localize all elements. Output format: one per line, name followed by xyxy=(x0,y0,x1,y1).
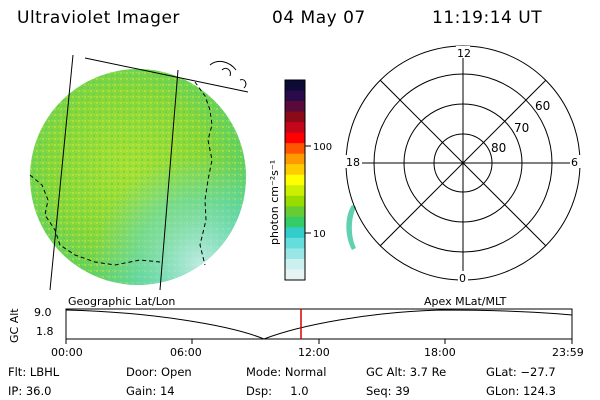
colorbar-cell xyxy=(285,185,305,197)
colorbar-cell xyxy=(285,153,305,165)
mode-info: Mode: Normal xyxy=(246,365,327,379)
colorbar-cell xyxy=(285,227,305,239)
colorbar-cell xyxy=(285,269,305,281)
colorbar: 100 10 xyxy=(284,79,332,281)
date-label: 04 May 07 xyxy=(272,8,366,28)
ip-info: IP: 36.0 xyxy=(8,384,52,398)
colorbar-cell xyxy=(285,195,305,207)
mlt-label-12: 12 xyxy=(457,47,471,60)
colorbar-cell xyxy=(285,206,305,218)
altitude-curve xyxy=(65,309,573,340)
x-tick-1200: 12:00 xyxy=(298,346,330,359)
polar-plot: 12 0 18 6 60 70 80 xyxy=(344,45,582,285)
colorbar-cell xyxy=(285,164,305,176)
glon-info: GLon: 124.3 xyxy=(486,384,556,398)
y-tick-1-8: 1.8 xyxy=(36,325,54,338)
filter-info: Flt: LBHL xyxy=(8,365,60,379)
x-tick-1800: 18:00 xyxy=(424,346,456,359)
glat-info: GLat: −27.7 xyxy=(486,365,556,379)
seq-info: Seq: 39 xyxy=(366,384,410,398)
door-info: Door: Open xyxy=(126,365,192,379)
mlt-label-18: 18 xyxy=(346,156,360,169)
colorbar-cell xyxy=(285,216,305,228)
time-label: 11:19:14 UT xyxy=(432,8,543,28)
uv-image-disc xyxy=(30,69,246,285)
x-tick-0600: 06:00 xyxy=(170,346,202,359)
apex-label: Apex MLat/MLT xyxy=(424,295,507,308)
colorbar-cell xyxy=(285,174,305,186)
colorbar-tick-10: 10 xyxy=(313,229,326,240)
gc-alt-info: GC Alt: 3.7 Re xyxy=(366,365,447,379)
colorbar-tick-100: 100 xyxy=(313,142,332,153)
lat-label-60: 60 xyxy=(535,99,550,113)
x-tick-0000: 00:00 xyxy=(51,346,83,359)
colorbar-cell xyxy=(285,248,305,260)
lat-label-80: 80 xyxy=(491,141,506,155)
colorbar-cell xyxy=(285,111,305,123)
colorbar-cell xyxy=(285,143,305,155)
mlt-label-6: 6 xyxy=(571,156,578,169)
gain-info: Gain: 14 xyxy=(126,384,175,398)
dsp-info: Dsp: 1.0 xyxy=(246,384,309,398)
colorbar-cell xyxy=(285,90,305,102)
y-tick-9: 9.0 xyxy=(34,306,52,319)
x-tick-2359: 23:59 xyxy=(552,346,584,359)
instrument-title: Ultraviolet Imager xyxy=(17,8,180,28)
geographic-grid xyxy=(49,54,249,291)
geographic-label: Geographic Lat/Lon xyxy=(68,295,176,308)
mlt-label-0: 0 xyxy=(459,272,466,285)
colorbar-cell xyxy=(285,258,305,270)
colorbar-cell xyxy=(285,132,305,144)
colorbar-cell xyxy=(285,101,305,113)
colorbar-cell xyxy=(285,122,305,134)
lat-label-70: 70 xyxy=(514,121,529,135)
polar-aurora-fragment xyxy=(346,205,356,250)
colorbar-cell xyxy=(285,237,305,249)
colorbar-cell xyxy=(285,80,305,92)
